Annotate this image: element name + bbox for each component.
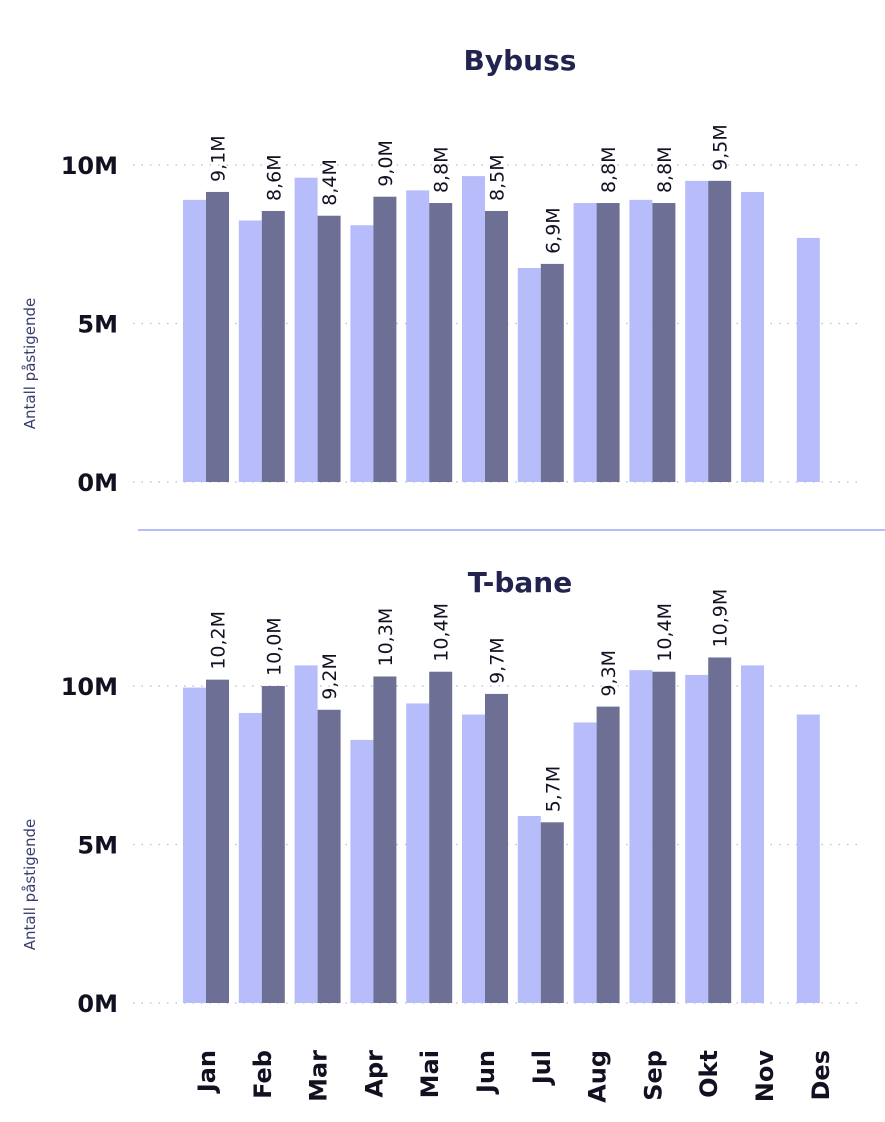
bar-current-year xyxy=(206,191,229,482)
y-tick-label: 0M xyxy=(77,469,118,497)
bar-prev-year xyxy=(462,176,485,482)
x-tick-label: Okt xyxy=(695,1050,723,1098)
bar-current-year xyxy=(485,210,508,482)
y-axis-label: Antall påstigende xyxy=(21,298,39,430)
y-tick-label: 10M xyxy=(61,673,118,701)
bar-prev-year xyxy=(796,237,820,482)
data-label: 10,9M xyxy=(710,589,732,648)
bar-prev-year xyxy=(685,674,709,1003)
y-axis-label: Antall påstigende xyxy=(21,819,39,951)
bar-current-year xyxy=(429,671,453,1003)
data-label: 8,5M xyxy=(487,154,509,201)
x-tick-label: Mai xyxy=(416,1050,444,1098)
bar-current-year xyxy=(540,263,564,482)
bar-prev-year xyxy=(685,180,709,482)
x-tick-label: Jul xyxy=(528,1050,556,1086)
data-label: 8,4M xyxy=(319,159,341,206)
bar-prev-year xyxy=(517,815,541,1003)
data-label: 9,3M xyxy=(598,650,620,697)
bar-prev-year xyxy=(573,722,597,1003)
chart-title: T-bane xyxy=(468,566,572,599)
bar-prev-year xyxy=(406,190,430,483)
bar-prev-year xyxy=(629,670,653,1003)
bar-prev-year xyxy=(294,177,318,482)
bar-current-year xyxy=(652,671,676,1003)
x-tick-label: Mar xyxy=(305,1050,333,1102)
bar-prev-year xyxy=(406,703,430,1003)
x-tick-label: Jun xyxy=(472,1050,500,1095)
chart-title: Bybuss xyxy=(464,44,577,77)
bar-current-year xyxy=(429,203,453,483)
bar-current-year xyxy=(261,210,285,482)
data-label: 10,2M xyxy=(208,611,230,670)
data-label: 9,1M xyxy=(208,135,230,182)
y-tick-label: 10M xyxy=(61,152,118,180)
x-tick-label: Sep xyxy=(639,1050,667,1101)
bar-prev-year xyxy=(350,225,374,483)
bar-current-year xyxy=(596,706,620,1003)
data-label: 8,6M xyxy=(263,154,285,201)
bar-current-year xyxy=(596,203,620,483)
y-tick-label: 5M xyxy=(77,832,118,860)
bar-prev-year xyxy=(741,665,764,1003)
bar-current-year xyxy=(708,657,732,1003)
y-tick-label: 0M xyxy=(77,990,118,1018)
bar-prev-year xyxy=(517,268,541,482)
data-label: 9,7M xyxy=(487,637,509,684)
x-tick-label: Feb xyxy=(249,1050,277,1099)
data-label: 8,8M xyxy=(654,146,676,193)
bar-prev-year xyxy=(796,714,820,1003)
bar-current-year xyxy=(373,676,397,1003)
bar-prev-year xyxy=(629,199,653,482)
data-label: 10,4M xyxy=(654,603,676,662)
x-tick-label: Apr xyxy=(360,1050,388,1098)
data-label: 10,0M xyxy=(263,617,285,676)
bar-current-year xyxy=(540,822,564,1003)
bar-current-year xyxy=(261,686,285,1003)
data-label: 10,4M xyxy=(431,603,453,662)
x-tick-label: Nov xyxy=(751,1050,779,1103)
data-label: 9,2M xyxy=(319,653,341,700)
data-label: 10,3M xyxy=(375,608,397,667)
y-tick-label: 5M xyxy=(77,311,118,339)
data-label: 9,5M xyxy=(710,124,732,171)
data-label: 8,8M xyxy=(431,146,453,193)
data-label: 9,0M xyxy=(375,140,397,187)
bar-prev-year xyxy=(183,687,206,1003)
bar-current-year xyxy=(708,180,732,482)
data-label: 8,8M xyxy=(598,146,620,193)
data-label: 5,7M xyxy=(542,766,564,813)
x-tick-label: Aug xyxy=(584,1050,612,1103)
bar-prev-year xyxy=(462,714,485,1003)
bar-current-year xyxy=(206,679,229,1003)
bar-prev-year xyxy=(741,191,764,482)
bar-current-year xyxy=(317,215,341,482)
bar-prev-year xyxy=(350,739,374,1003)
x-tick-label: Des xyxy=(807,1050,835,1100)
bar-prev-year xyxy=(183,199,206,482)
bar-current-year xyxy=(317,709,341,1003)
bar-current-year xyxy=(652,203,676,483)
bar-prev-year xyxy=(294,665,318,1003)
x-tick-label: Jan xyxy=(193,1050,221,1094)
bar-prev-year xyxy=(238,712,262,1003)
bar-current-year xyxy=(373,196,397,482)
bar-prev-year xyxy=(238,220,262,482)
bar-current-year xyxy=(485,693,508,1003)
data-label: 6,9M xyxy=(542,207,564,254)
bar-prev-year xyxy=(573,203,597,483)
